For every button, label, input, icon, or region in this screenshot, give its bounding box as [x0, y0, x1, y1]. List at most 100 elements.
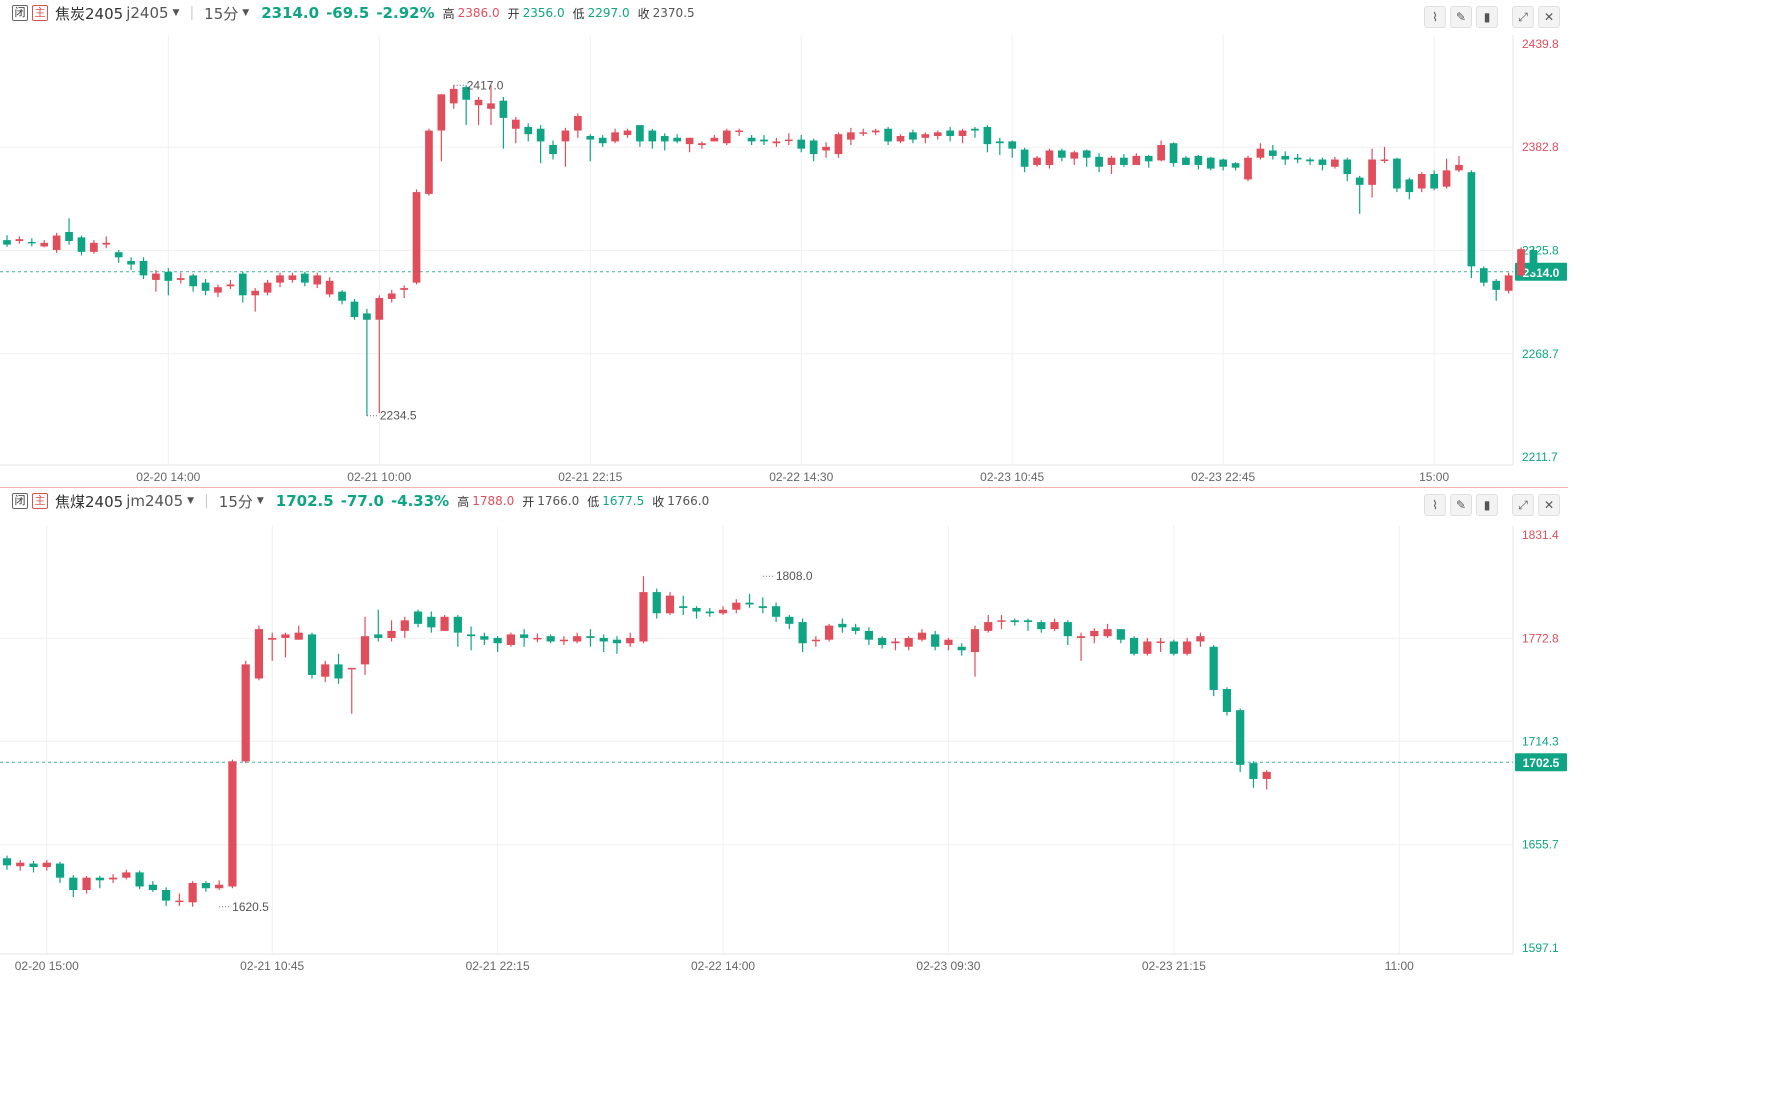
candle — [931, 630, 940, 651]
candle — [201, 279, 210, 296]
candle — [215, 880, 224, 891]
candle-body — [931, 634, 940, 647]
candle — [241, 660, 250, 764]
candle — [1281, 151, 1290, 165]
candle — [413, 609, 423, 628]
candle-body — [95, 877, 104, 881]
candle — [785, 615, 794, 630]
candle — [1045, 148, 1054, 169]
candle-body — [586, 636, 595, 638]
main-contract-tag[interactable]: 主 — [32, 493, 48, 509]
candle-body — [2, 858, 12, 866]
close-icon[interactable]: ✕ — [1538, 494, 1560, 516]
pencil-icon[interactable]: ✎ — [1450, 6, 1472, 28]
candle — [1103, 623, 1112, 638]
candle-body — [214, 287, 222, 293]
instrument-code[interactable]: j2405 — [126, 4, 169, 22]
candle — [811, 636, 820, 647]
candle-body — [1183, 641, 1192, 654]
candle-body — [1236, 710, 1245, 765]
close-icon[interactable]: ✕ — [1538, 6, 1560, 28]
x-tick-label: 02-22 14:00 — [691, 959, 755, 973]
low-label: 低 — [587, 494, 600, 509]
annotation-label: 1808.0 — [776, 569, 813, 583]
candle-body — [1355, 177, 1364, 185]
y-tick-label: 1655.7 — [1522, 838, 1559, 852]
candle — [710, 135, 719, 142]
candlestick-icon[interactable]: ▮ — [1476, 494, 1498, 516]
candle-body — [226, 284, 235, 287]
chevron-down-icon[interactable]: ▼ — [187, 496, 195, 506]
candle — [896, 134, 905, 144]
main-contract-tag[interactable]: 主 — [32, 5, 48, 21]
period-select[interactable]: 15分 — [204, 4, 239, 23]
candle — [891, 637, 900, 651]
candle-body — [1033, 157, 1041, 165]
candle-body — [499, 100, 508, 118]
candlestick-icon[interactable]: ▮ — [1476, 6, 1498, 28]
line-chart-icon[interactable]: ⌇ — [1424, 6, 1446, 28]
chevron-down-icon[interactable]: ▼ — [242, 8, 250, 18]
candle-body — [1037, 622, 1046, 630]
candle-body — [300, 273, 309, 283]
candle-body — [29, 863, 38, 868]
instrument-code[interactable]: jm2405 — [126, 492, 184, 510]
candlestick-chart[interactable]: 1831.4 1772.8 1714.3 1655.7 1597.1 02-20 15:0… — [0, 488, 1568, 975]
candle-body — [400, 288, 408, 290]
candle-body — [722, 130, 731, 144]
candle-body — [758, 606, 767, 608]
candle — [135, 870, 144, 890]
y-tick-label: 2211.7 — [1522, 450, 1558, 464]
candle-body — [294, 632, 303, 640]
candle-body — [127, 260, 135, 265]
open-label: 开 — [522, 494, 535, 509]
candle — [1206, 156, 1215, 171]
candle-body — [1405, 179, 1414, 193]
candle — [1033, 155, 1041, 167]
candle — [1343, 157, 1352, 182]
price-change: -77.0 — [340, 492, 384, 510]
candle — [636, 125, 644, 147]
candle-body — [1262, 771, 1271, 779]
instrument-name: 焦煤2405 — [55, 492, 124, 511]
candle-body — [884, 128, 892, 142]
candle — [139, 257, 148, 280]
closed-tag[interactable]: 闭 — [12, 5, 28, 21]
candle-body — [772, 141, 781, 144]
candle — [176, 272, 185, 284]
candle — [623, 128, 632, 138]
y-tick-label: 2382.8 — [1522, 140, 1559, 154]
candle-body — [838, 623, 847, 628]
y-tick-label: 2325.8 — [1522, 243, 1559, 257]
candle — [573, 632, 582, 644]
candle — [884, 126, 892, 146]
candle — [784, 133, 793, 146]
candle — [1008, 140, 1017, 158]
expand-icon[interactable]: ⤢ — [1512, 6, 1534, 28]
candle-body — [1023, 620, 1033, 623]
expand-icon[interactable]: ⤢ — [1512, 494, 1534, 516]
chevron-down-icon[interactable]: ▼ — [256, 496, 264, 506]
candle-body — [561, 130, 570, 142]
candle-body — [114, 252, 123, 258]
candle — [152, 269, 160, 292]
candle — [957, 643, 966, 656]
candlestick-chart[interactable]: 2439.8 2382.8 2325.8 2268.7 2211.7 02-20 14:0… — [0, 0, 1568, 487]
close-label: 收 — [637, 6, 650, 21]
pencil-icon[interactable]: ✎ — [1450, 494, 1472, 516]
candle-body — [1090, 630, 1099, 637]
candle-body — [760, 139, 768, 142]
candle — [325, 277, 334, 298]
line-chart-icon[interactable]: ⌇ — [1424, 494, 1446, 516]
candle — [1529, 246, 1538, 273]
candle — [1194, 154, 1203, 170]
chevron-down-icon[interactable]: ▼ — [172, 8, 180, 18]
candle-body — [413, 611, 423, 624]
closed-tag[interactable]: 闭 — [12, 493, 28, 509]
candle-body — [1169, 143, 1178, 164]
candle — [148, 881, 157, 892]
period-select[interactable]: 15分 — [218, 492, 253, 511]
candle-body — [1293, 157, 1302, 160]
candle-body — [598, 137, 607, 144]
candle — [294, 625, 303, 640]
